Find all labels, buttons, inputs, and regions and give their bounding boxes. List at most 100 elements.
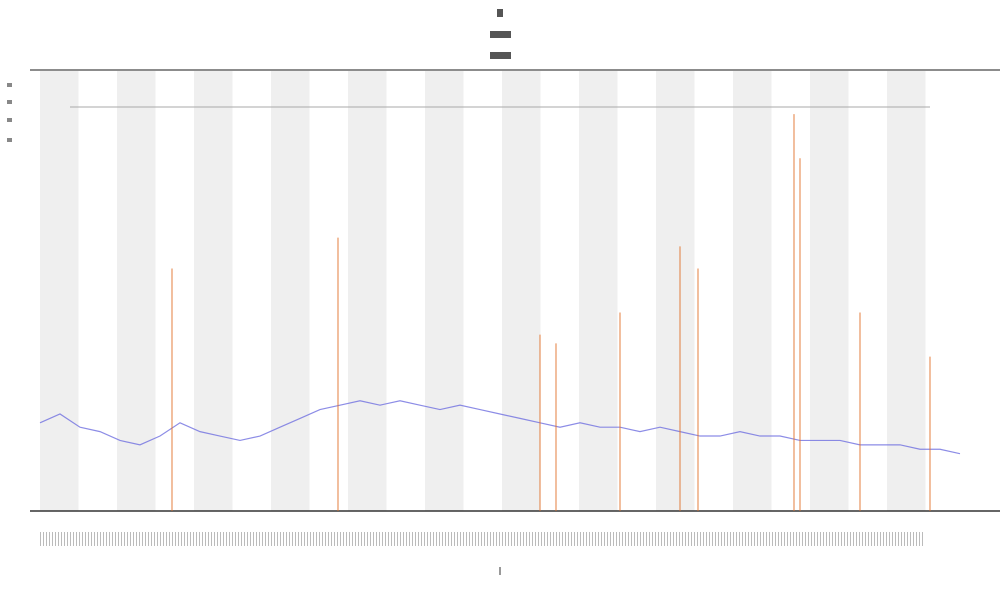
label-glyph [238, 532, 239, 546]
label-glyph [97, 532, 98, 546]
label-glyph [856, 532, 857, 546]
label-glyph [307, 532, 308, 546]
label-glyph [202, 532, 203, 546]
label-glyph [898, 532, 899, 546]
label-glyph [772, 532, 773, 546]
label-glyph [484, 532, 485, 546]
label-glyph [781, 532, 782, 546]
label-glyph [364, 532, 365, 546]
label-glyph [262, 532, 263, 546]
x-axis-title-glyph [499, 567, 501, 575]
label-glyph [76, 532, 77, 546]
label-glyph [373, 532, 374, 546]
label-glyph [475, 532, 476, 546]
legend-glyph [7, 100, 12, 104]
label-glyph [169, 532, 170, 546]
label-glyph [577, 532, 578, 546]
band [887, 71, 926, 511]
label-glyph [685, 532, 686, 546]
label-glyph [562, 532, 563, 546]
label-glyph [460, 532, 461, 546]
label-glyph [343, 532, 344, 546]
label-glyph [331, 532, 332, 546]
label-glyph [214, 532, 215, 546]
label-glyph [367, 532, 368, 546]
label-glyph [184, 532, 185, 546]
label-glyph [376, 532, 377, 546]
label-glyph [187, 532, 188, 546]
label-glyph [643, 532, 644, 546]
subtitle-glyph [490, 52, 511, 59]
label-glyph [715, 532, 716, 546]
label-glyph [760, 532, 761, 546]
label-glyph [922, 532, 923, 546]
label-glyph [634, 532, 635, 546]
label-glyph [697, 532, 698, 546]
label-glyph [280, 532, 281, 546]
label-glyph [592, 532, 593, 546]
label-glyph [868, 532, 869, 546]
label-glyph [226, 532, 227, 546]
label-glyph [688, 532, 689, 546]
label-glyph [778, 532, 779, 546]
label-glyph [127, 532, 128, 546]
label-glyph [64, 532, 65, 546]
label-glyph [805, 532, 806, 546]
label-glyph [154, 532, 155, 546]
label-glyph [526, 532, 527, 546]
label-glyph [223, 532, 224, 546]
band [348, 71, 387, 511]
label-glyph [160, 532, 161, 546]
label-glyph [739, 532, 740, 546]
label-glyph [550, 532, 551, 546]
label-glyph [385, 532, 386, 546]
label-glyph [382, 532, 383, 546]
band [271, 71, 310, 511]
label-glyph [625, 532, 626, 546]
label-glyph [649, 532, 650, 546]
label-glyph [835, 532, 836, 546]
label-glyph [220, 532, 221, 546]
label-glyph [601, 532, 602, 546]
label-glyph [349, 532, 350, 546]
label-glyph [718, 532, 719, 546]
label-glyph [190, 532, 191, 546]
label-glyph [61, 532, 62, 546]
label-glyph [730, 532, 731, 546]
label-glyph [889, 532, 890, 546]
label-glyph [151, 532, 152, 546]
label-glyph [232, 532, 233, 546]
label-glyph [793, 532, 794, 546]
label-glyph [655, 532, 656, 546]
label-glyph [94, 532, 95, 546]
label-glyph [298, 532, 299, 546]
plot [39, 114, 961, 511]
label-glyph [490, 532, 491, 546]
label-glyph [253, 532, 254, 546]
label-glyph [547, 532, 548, 546]
label-glyph [478, 532, 479, 546]
label-glyph [121, 532, 122, 546]
label-glyph [205, 532, 206, 546]
label-glyph [724, 532, 725, 546]
label-glyph [43, 532, 44, 546]
label-glyph [424, 532, 425, 546]
label-glyph [535, 532, 536, 546]
label-glyph [754, 532, 755, 546]
label-glyph [880, 532, 881, 546]
label-glyph [67, 532, 68, 546]
label-glyph [136, 532, 137, 546]
label-glyph [79, 532, 80, 546]
label-glyph [463, 532, 464, 546]
label-glyph [391, 532, 392, 546]
label-glyph [571, 532, 572, 546]
label-glyph [664, 532, 665, 546]
label-glyph [499, 532, 500, 546]
legend-glyph [7, 118, 12, 122]
label-glyph [919, 532, 920, 546]
label-glyph [862, 532, 863, 546]
label-glyph [532, 532, 533, 546]
label-glyph [172, 532, 173, 546]
label-glyph [193, 532, 194, 546]
label-glyph [796, 532, 797, 546]
